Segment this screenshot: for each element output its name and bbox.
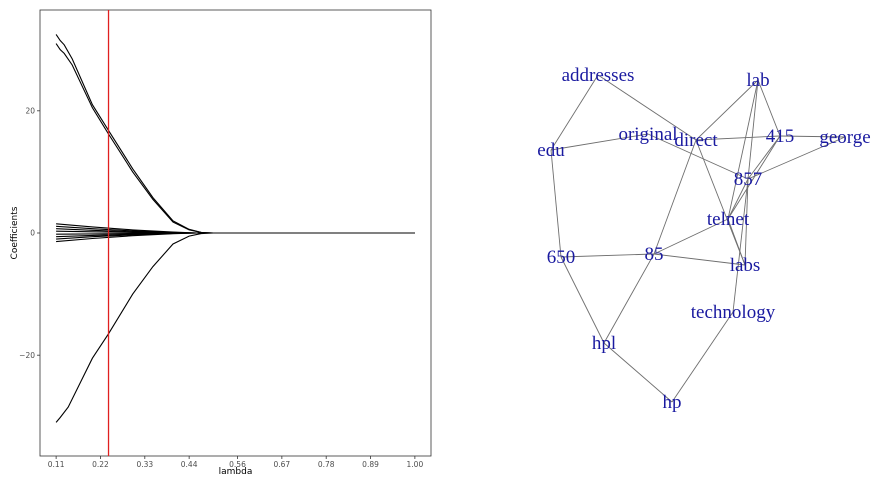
node-650: 650	[547, 247, 576, 268]
edge-direct-85	[653, 139, 697, 255]
node-85: 85	[645, 244, 664, 265]
y-tick-label: 20	[25, 107, 35, 116]
edge-857-technology	[732, 178, 749, 313]
edge-650-hpl	[560, 256, 605, 344]
edge-lab-telnet	[727, 79, 759, 220]
coefficient-path-1	[55, 43, 415, 234]
node-telnet: telnet	[707, 209, 750, 230]
edge-technology-hp	[671, 311, 734, 403]
edge-original-857	[647, 133, 749, 180]
edge-lab-857	[747, 79, 759, 180]
coefficient-path-0	[55, 34, 415, 234]
x-tick-label: 0.33	[136, 460, 153, 469]
edge-telnet-85	[653, 218, 729, 255]
edge-lab-direct	[695, 79, 759, 141]
x-axis-title: lambda	[219, 467, 253, 477]
edge-650-85	[560, 253, 655, 258]
x-tick-label: 0.22	[92, 460, 109, 469]
coefficient-path-plot: 0.11 0.22 0.33 0.44 0.56 0.67 0.78 0.89 1.00 −20…	[10, 9, 432, 477]
node-415: 415	[766, 126, 795, 147]
y-axis-title: Coefficients	[10, 206, 20, 259]
node-original: original	[618, 124, 677, 145]
coefficient-paths	[55, 34, 415, 423]
edge-hpl-hp	[603, 342, 673, 403]
x-axis-ticks: 0.11 0.22 0.33 0.44 0.56 0.67 0.78 0.89 1.00	[48, 456, 424, 469]
y-tick-label: −20	[19, 351, 35, 360]
edge-415-telnet	[727, 135, 781, 220]
y-axis-ticks: −20 0 20	[19, 107, 40, 360]
edge-415-857	[747, 135, 781, 180]
y-tick-label: 0	[30, 229, 35, 238]
coefficient-path-2	[55, 232, 415, 423]
edge-addresses-direct	[597, 74, 697, 141]
node-lab: lab	[746, 70, 769, 91]
edge-george-857	[747, 136, 846, 180]
edge-lab-415	[757, 79, 781, 137]
node-addresses: addresses	[562, 65, 635, 86]
x-tick-label: 0.11	[48, 460, 65, 469]
coefficient-path-10	[56, 232, 415, 243]
x-tick-label: 0.67	[274, 460, 291, 469]
x-tick-label: 1.00	[407, 460, 424, 469]
edge-telnet-labs	[727, 218, 746, 266]
x-tick-label: 0.78	[318, 460, 335, 469]
network-edges	[550, 74, 846, 403]
x-tick-label: 0.89	[362, 460, 379, 469]
edge-edu-original	[550, 133, 649, 151]
x-tick-label: 0.44	[181, 460, 198, 469]
node-hp: hp	[663, 392, 682, 413]
node-technology: technology	[691, 302, 776, 323]
edge-edu-650	[550, 149, 562, 258]
node-george: george	[819, 127, 870, 148]
edge-direct-415	[695, 135, 781, 141]
x-tick-label: 0.56	[229, 460, 246, 469]
node-857: 857	[734, 169, 763, 190]
edge-85-labs	[653, 253, 746, 266]
edge-addresses-edu	[550, 74, 599, 151]
edge-857-labs	[744, 178, 749, 266]
edge-85-hpl	[603, 253, 655, 344]
edge-415-george	[779, 135, 846, 138]
node-labs: labs	[730, 255, 761, 276]
node-edu: edu	[537, 140, 565, 161]
node-direct: direct	[674, 130, 718, 151]
node-hpl: hpl	[592, 333, 616, 354]
edge-857-telnet	[727, 178, 749, 220]
